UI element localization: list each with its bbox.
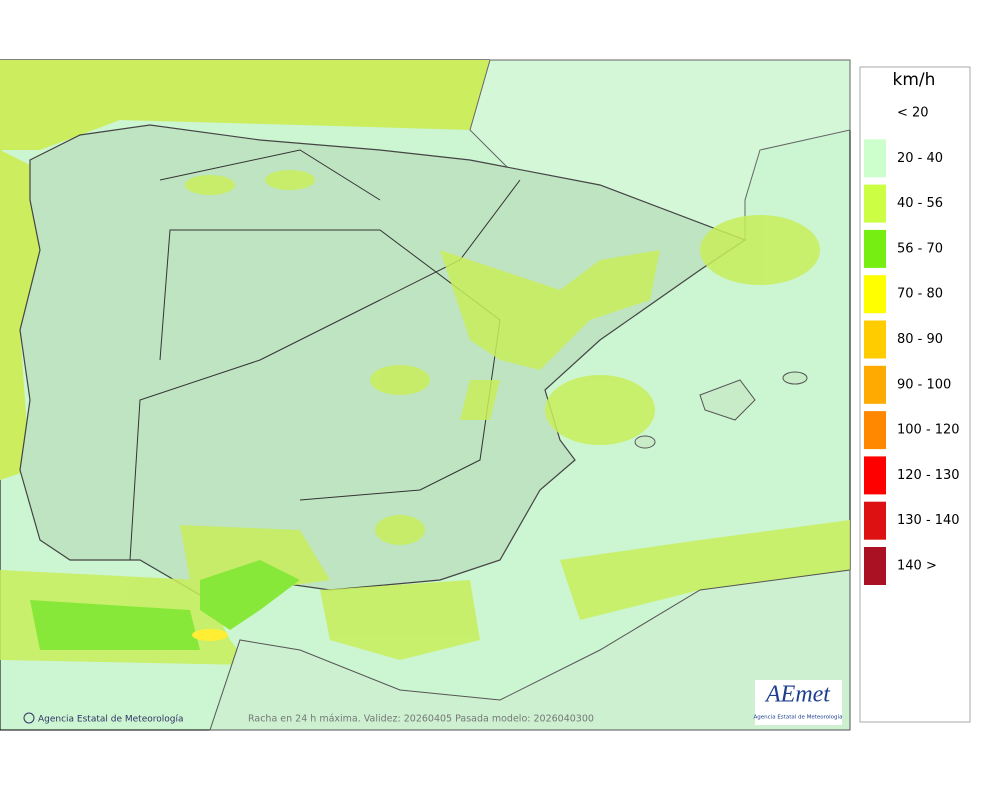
legend-label: 90 - 100 bbox=[897, 377, 951, 392]
peak-gust-area bbox=[192, 629, 228, 641]
africa bbox=[209, 569, 851, 731]
logo-name: AEmet bbox=[764, 682, 831, 708]
legend-label: 120 - 130 bbox=[897, 468, 960, 483]
credit-text: Agencia Estatal de Meteorología bbox=[38, 715, 184, 725]
legend-swatch bbox=[864, 411, 886, 450]
legend-swatch bbox=[864, 275, 886, 314]
strong-gust-areas bbox=[30, 560, 300, 650]
balearic-islands bbox=[634, 371, 808, 449]
legend-label: 140 > bbox=[897, 559, 937, 574]
caption-text: Racha en 24 h máxima. Validez: 20260405 … bbox=[248, 714, 594, 725]
map: Agencia Estatal de Meteorología Racha en… bbox=[0, 59, 851, 731]
legend-label: 80 - 90 bbox=[897, 332, 943, 347]
legend-label: 40 - 56 bbox=[897, 196, 943, 211]
legend-label: 130 - 140 bbox=[897, 513, 960, 528]
legend-label: < 20 bbox=[897, 106, 929, 121]
legend-label: 20 - 40 bbox=[897, 151, 943, 166]
legend-label: 56 - 70 bbox=[897, 241, 943, 256]
legend: km/h < 20 20 - 40 40 - 56 56 - 70 70 - 80 80 … bbox=[859, 66, 971, 723]
legend-swatch bbox=[864, 501, 886, 540]
copyright-icon bbox=[23, 712, 35, 724]
legend-swatch bbox=[864, 139, 886, 178]
legend-swatch bbox=[864, 365, 886, 404]
legend-swatch bbox=[864, 547, 886, 585]
logo-subtitle: Agencia Estatal de Meteorología bbox=[754, 714, 843, 721]
legend-title: km/h bbox=[893, 70, 936, 90]
legend-label: 100 - 120 bbox=[897, 423, 960, 438]
legend-label: 70 - 80 bbox=[897, 287, 943, 302]
legend-swatch bbox=[864, 320, 886, 359]
legend-swatch bbox=[864, 184, 886, 223]
gust-zone bbox=[0, 60, 490, 480]
legend-swatch bbox=[864, 229, 886, 268]
logo-box bbox=[755, 680, 842, 725]
legend-swatch bbox=[864, 456, 886, 495]
